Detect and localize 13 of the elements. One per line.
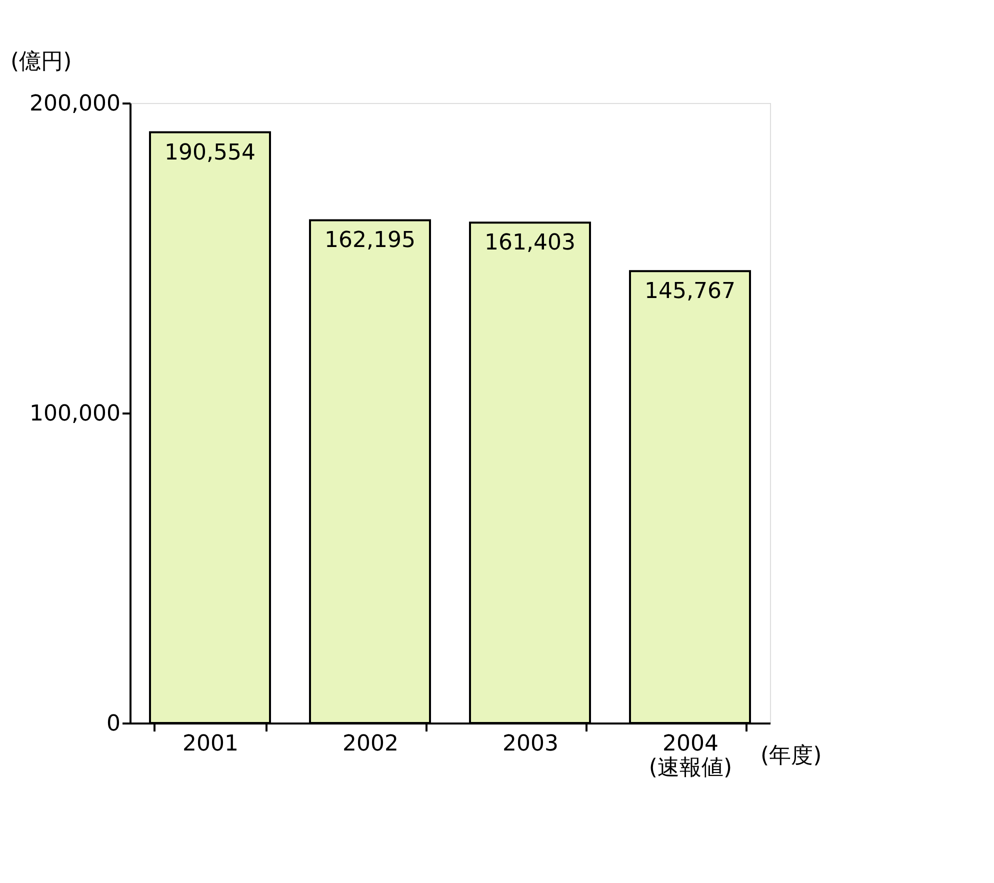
y-tick-label: 0 <box>106 712 120 736</box>
y-tick-label: 100,000 <box>30 402 120 426</box>
y-axis-title: (億円) <box>10 50 72 74</box>
y-tick-label: 200,000 <box>30 92 120 116</box>
data-label: 190,554 <box>164 140 256 166</box>
x-tick-label: 2004 (速報値) <box>648 732 732 780</box>
x-tick-label: 2002 <box>342 732 398 756</box>
x-axis-title: (年度) <box>760 744 822 768</box>
data-label: 161,403 <box>484 230 576 256</box>
x-tick-label: 2001 <box>182 732 238 756</box>
data-label: 162,195 <box>324 228 416 254</box>
data-label: 145,767 <box>644 279 736 304</box>
x-tick-label: 2003 <box>502 732 558 756</box>
